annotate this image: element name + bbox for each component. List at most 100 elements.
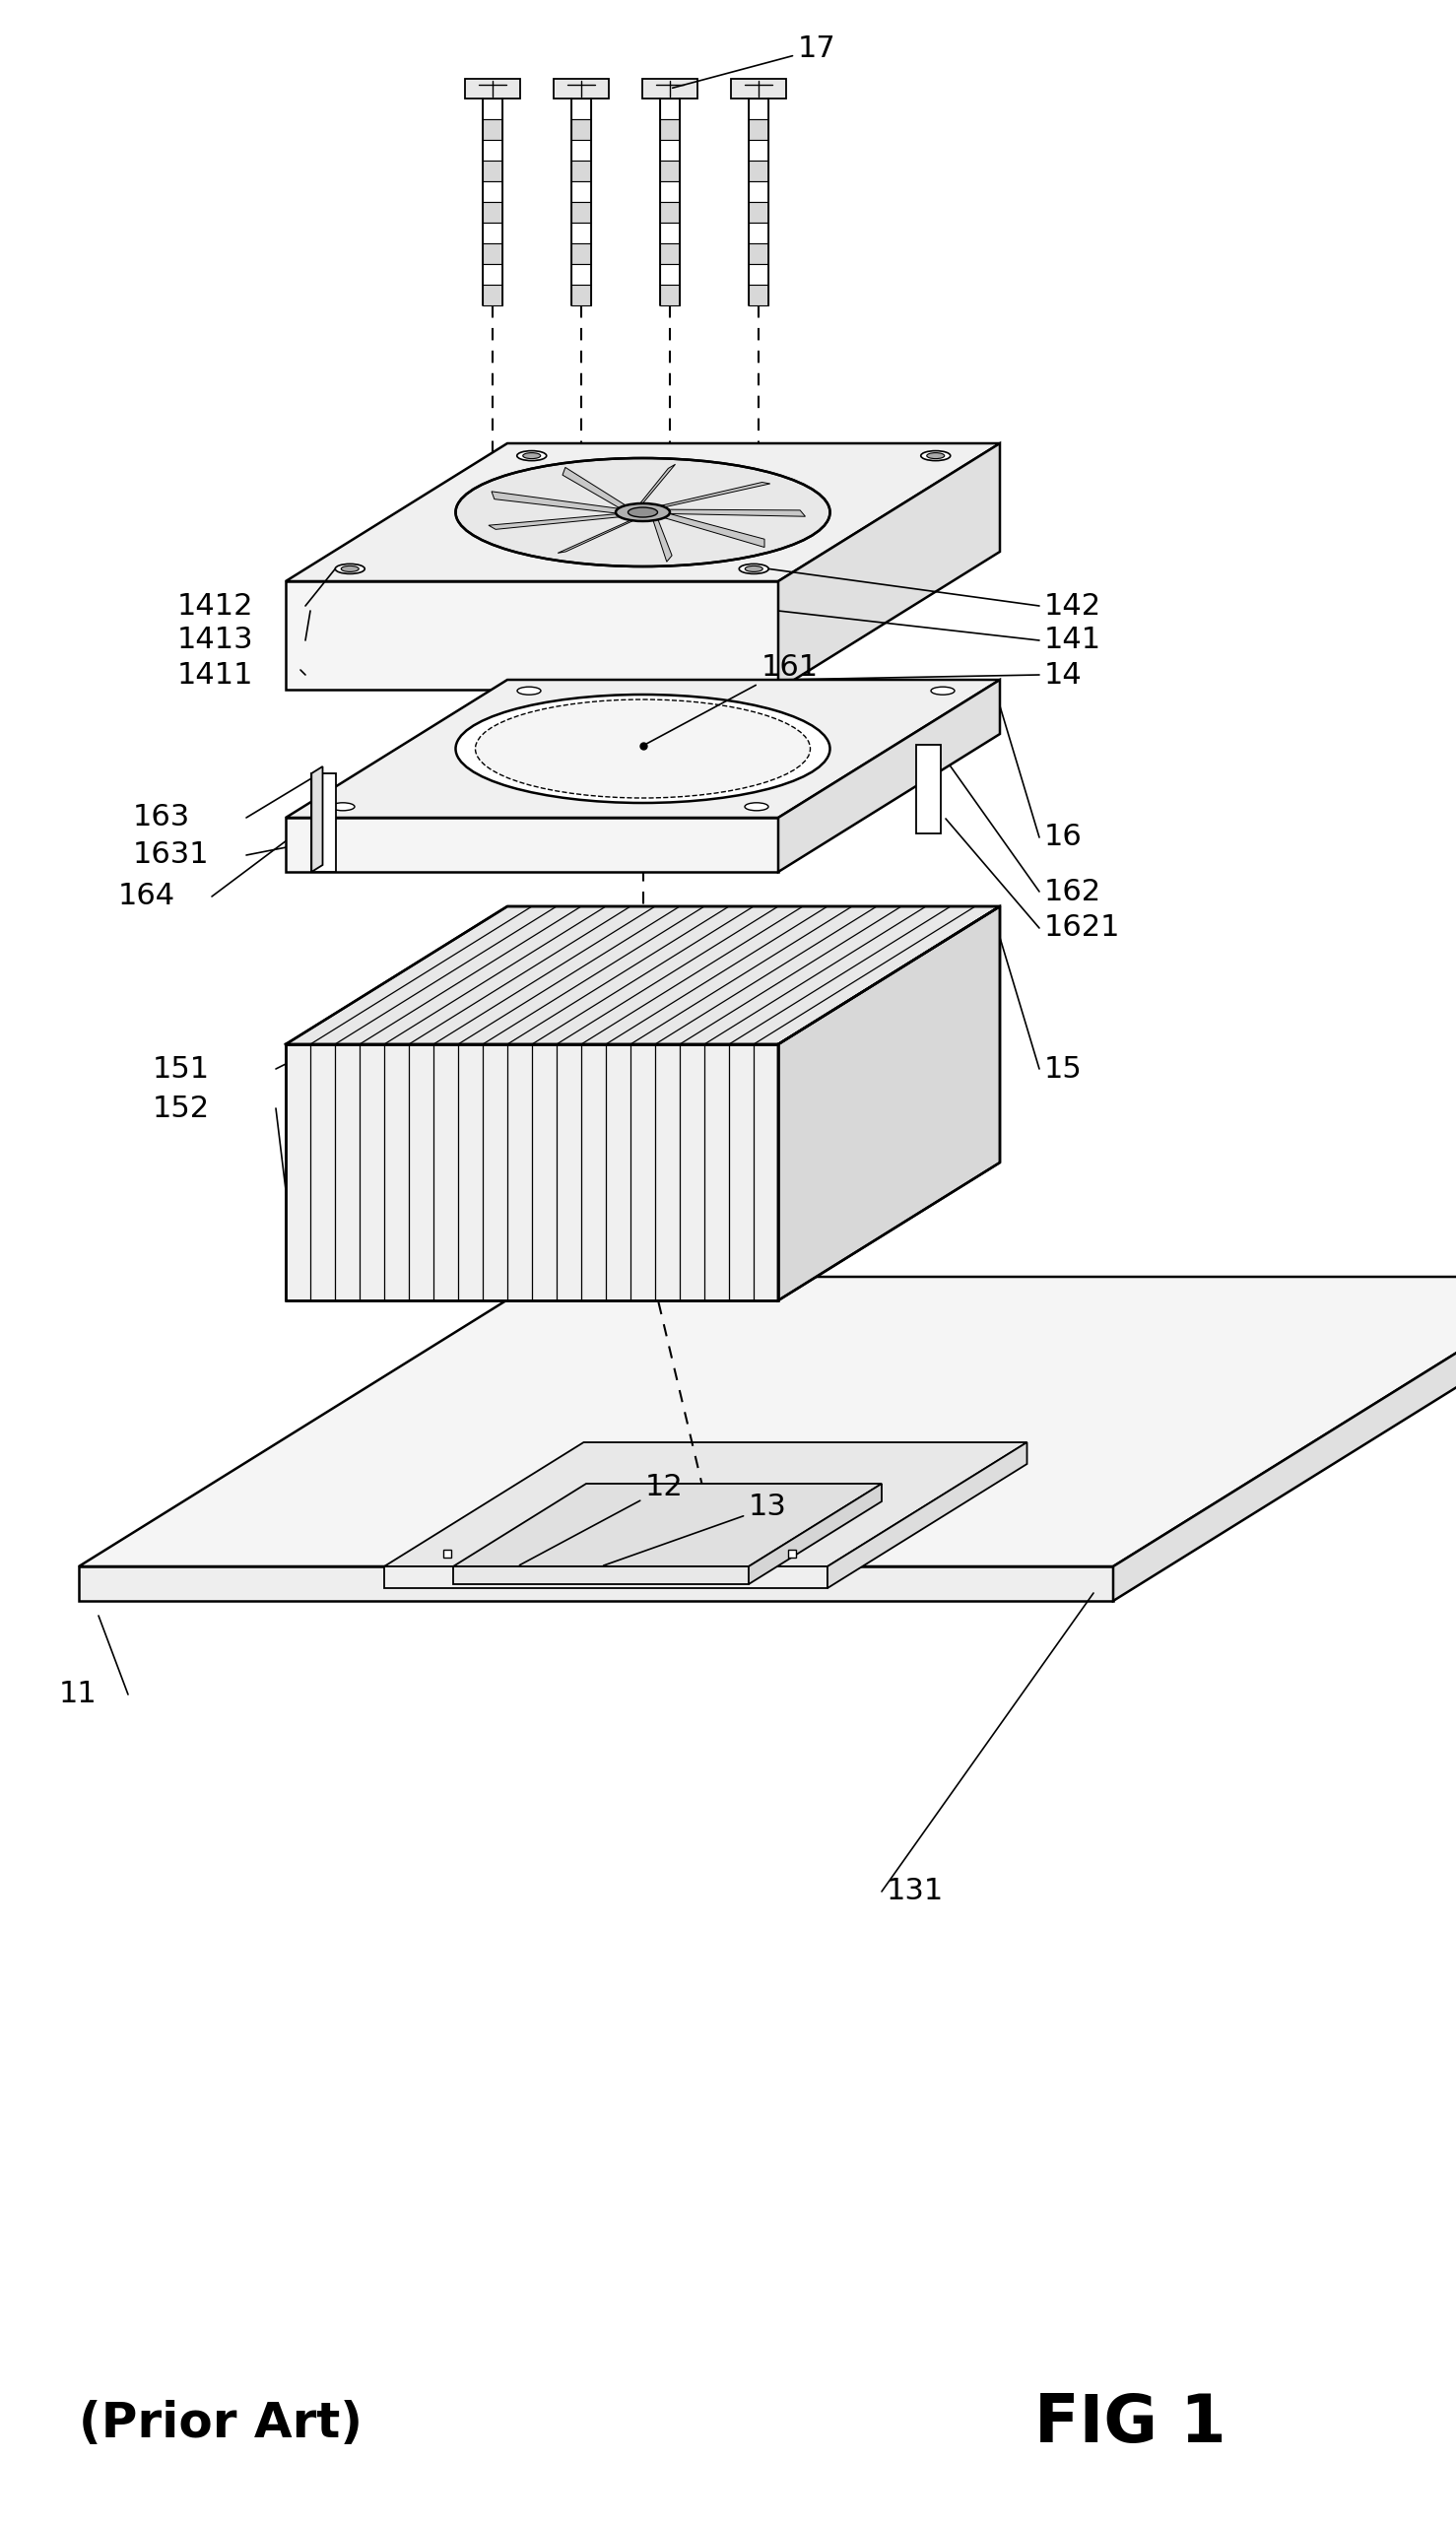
Polygon shape xyxy=(464,78,520,98)
Polygon shape xyxy=(483,242,502,265)
Polygon shape xyxy=(748,265,769,285)
Polygon shape xyxy=(453,1566,748,1583)
Ellipse shape xyxy=(616,502,670,520)
Text: 1621: 1621 xyxy=(1044,914,1121,942)
Text: 16: 16 xyxy=(1044,823,1082,851)
Ellipse shape xyxy=(456,694,830,803)
Text: 163: 163 xyxy=(132,803,191,831)
Text: 11: 11 xyxy=(60,1679,98,1709)
Text: 141: 141 xyxy=(1044,626,1102,654)
Ellipse shape xyxy=(745,803,769,811)
Polygon shape xyxy=(571,98,591,119)
Polygon shape xyxy=(571,162,591,182)
Text: 15: 15 xyxy=(1044,1055,1082,1083)
Polygon shape xyxy=(660,202,680,222)
Text: FIG 1: FIG 1 xyxy=(1034,2391,1226,2457)
Ellipse shape xyxy=(331,803,355,811)
Polygon shape xyxy=(660,119,680,139)
Polygon shape xyxy=(483,222,502,242)
Ellipse shape xyxy=(475,699,810,798)
Polygon shape xyxy=(633,465,676,510)
Ellipse shape xyxy=(920,452,951,460)
Polygon shape xyxy=(285,444,1000,581)
Text: 164: 164 xyxy=(118,881,176,912)
Polygon shape xyxy=(483,202,502,222)
Text: 142: 142 xyxy=(1044,591,1102,621)
Polygon shape xyxy=(384,1442,1026,1566)
Text: 1412: 1412 xyxy=(178,591,253,621)
Polygon shape xyxy=(731,78,786,98)
Polygon shape xyxy=(748,1485,882,1583)
Polygon shape xyxy=(553,78,609,98)
Ellipse shape xyxy=(628,508,658,518)
Ellipse shape xyxy=(517,452,546,460)
Polygon shape xyxy=(571,265,591,285)
Polygon shape xyxy=(483,139,502,162)
Polygon shape xyxy=(571,182,591,202)
Polygon shape xyxy=(748,182,769,202)
Ellipse shape xyxy=(930,687,955,694)
Polygon shape xyxy=(644,482,770,510)
Ellipse shape xyxy=(745,566,763,571)
Polygon shape xyxy=(285,818,779,871)
Polygon shape xyxy=(748,285,769,306)
Polygon shape xyxy=(660,285,680,306)
Polygon shape xyxy=(571,222,591,242)
Polygon shape xyxy=(483,162,502,182)
Polygon shape xyxy=(660,242,680,265)
Polygon shape xyxy=(79,1566,1114,1601)
Polygon shape xyxy=(748,139,769,162)
Polygon shape xyxy=(660,162,680,182)
Polygon shape xyxy=(483,98,502,119)
Polygon shape xyxy=(483,119,502,139)
Polygon shape xyxy=(660,265,680,285)
Ellipse shape xyxy=(740,563,769,573)
Polygon shape xyxy=(558,515,646,553)
Polygon shape xyxy=(492,492,629,515)
Text: 1411: 1411 xyxy=(178,662,253,689)
Ellipse shape xyxy=(517,687,540,694)
Text: 12: 12 xyxy=(520,1472,683,1566)
Polygon shape xyxy=(748,222,769,242)
Polygon shape xyxy=(483,182,502,202)
Ellipse shape xyxy=(456,457,830,566)
Polygon shape xyxy=(779,444,1000,689)
Text: 14: 14 xyxy=(1044,662,1082,689)
Ellipse shape xyxy=(335,563,365,573)
Text: 152: 152 xyxy=(153,1093,210,1124)
Polygon shape xyxy=(489,513,636,530)
Polygon shape xyxy=(748,202,769,222)
Polygon shape xyxy=(660,139,680,162)
Polygon shape xyxy=(660,222,680,242)
Polygon shape xyxy=(312,768,323,871)
Polygon shape xyxy=(827,1442,1026,1588)
Polygon shape xyxy=(571,242,591,265)
Polygon shape xyxy=(312,773,336,871)
Polygon shape xyxy=(483,285,502,306)
Polygon shape xyxy=(571,139,591,162)
Polygon shape xyxy=(779,679,1000,871)
Text: 131: 131 xyxy=(887,1876,943,1906)
Text: 161: 161 xyxy=(645,651,818,745)
Ellipse shape xyxy=(523,452,540,460)
Ellipse shape xyxy=(927,452,945,460)
Polygon shape xyxy=(285,1045,779,1300)
Polygon shape xyxy=(658,510,764,548)
Polygon shape xyxy=(748,98,769,119)
Text: 13: 13 xyxy=(603,1492,788,1566)
Polygon shape xyxy=(642,78,697,98)
Polygon shape xyxy=(571,202,591,222)
Polygon shape xyxy=(483,265,502,285)
Polygon shape xyxy=(916,745,941,833)
Polygon shape xyxy=(1114,1278,1456,1601)
Text: 151: 151 xyxy=(153,1055,210,1083)
Polygon shape xyxy=(571,119,591,139)
Polygon shape xyxy=(79,1278,1456,1566)
Text: 17: 17 xyxy=(673,35,836,88)
Polygon shape xyxy=(748,119,769,139)
Text: (Prior Art): (Prior Art) xyxy=(79,2399,363,2447)
Polygon shape xyxy=(748,242,769,265)
Polygon shape xyxy=(562,467,630,513)
Polygon shape xyxy=(779,906,1000,1300)
Polygon shape xyxy=(453,1485,882,1566)
